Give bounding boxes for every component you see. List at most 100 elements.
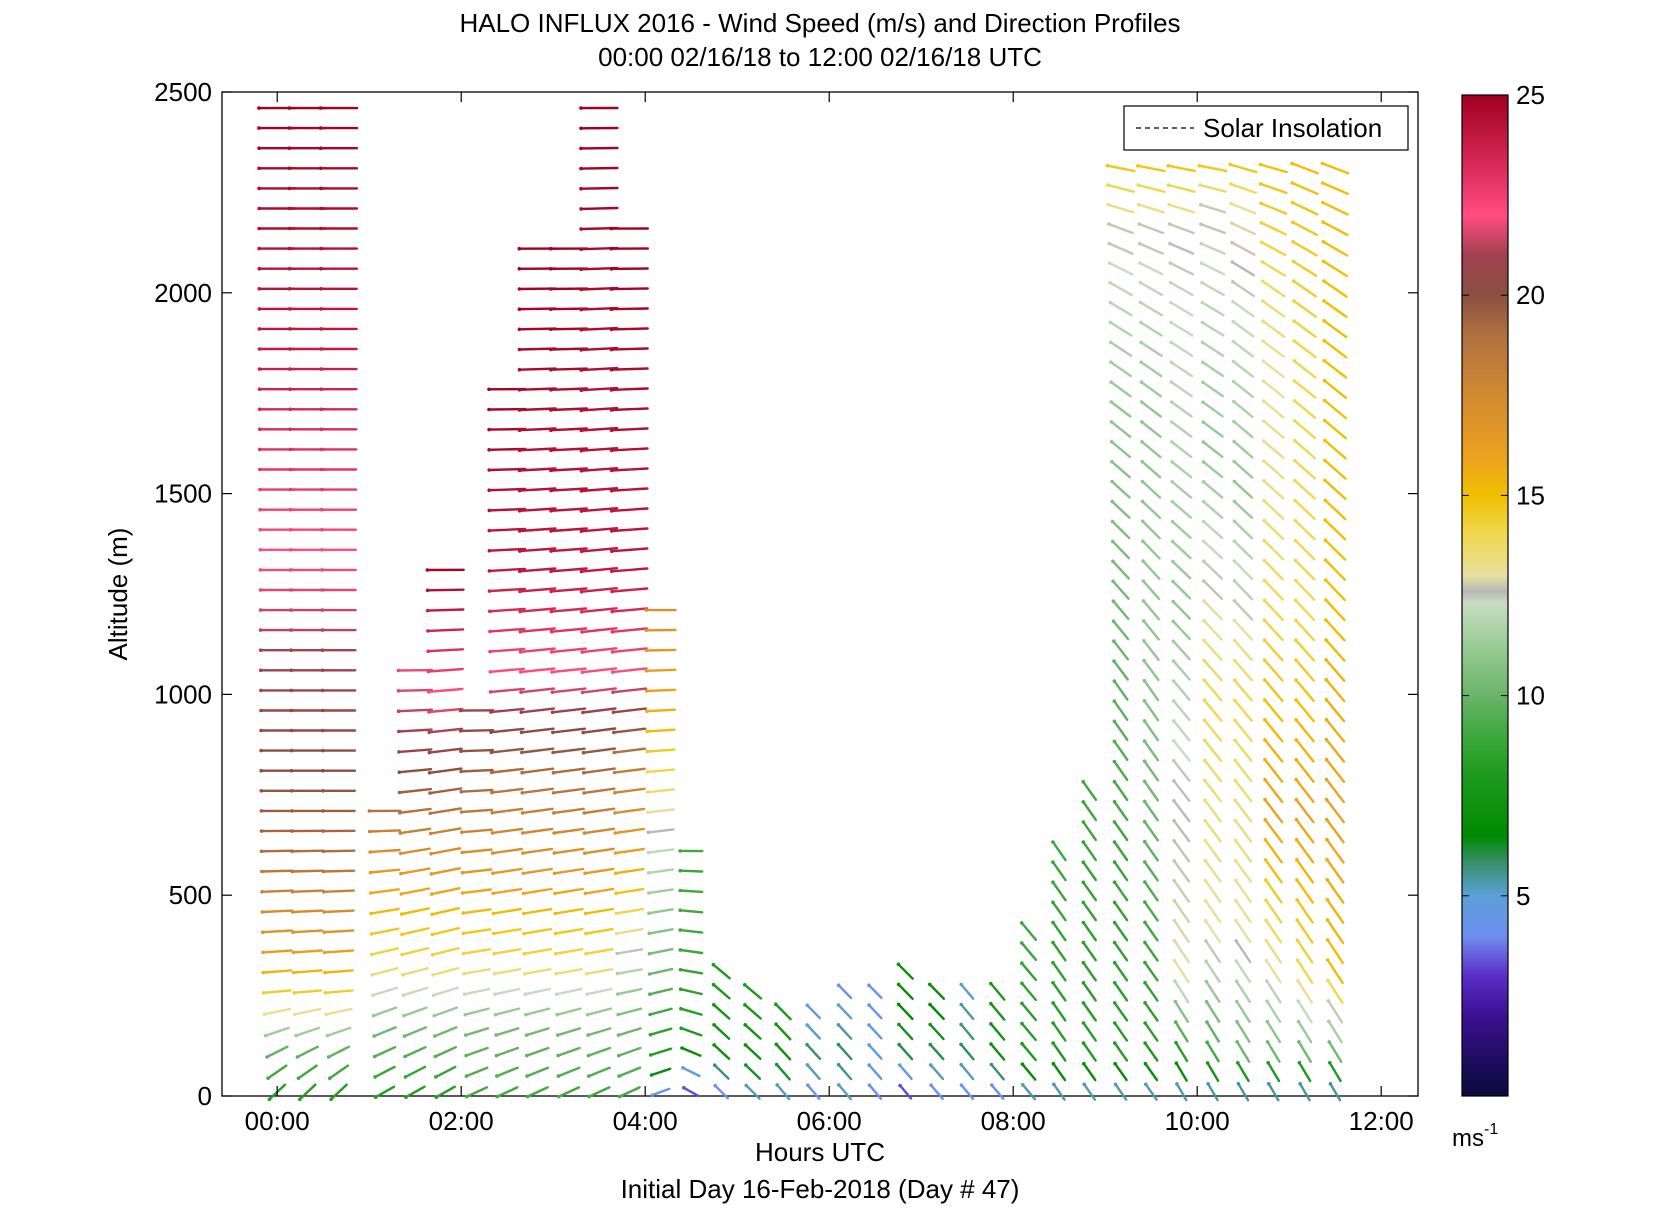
wind-vector bbox=[1113, 1062, 1128, 1082]
wind-vector bbox=[929, 1023, 945, 1041]
wind-vector bbox=[712, 983, 731, 1000]
wind-vector bbox=[430, 867, 461, 876]
wind-vector-head bbox=[1019, 921, 1024, 925]
wind-vector bbox=[1263, 718, 1284, 743]
wind-vector-head bbox=[1324, 658, 1328, 662]
wind-vector bbox=[431, 967, 460, 977]
wind-vector-head bbox=[1232, 599, 1237, 603]
wind-vector bbox=[806, 1063, 821, 1081]
wind-vector-head bbox=[1259, 221, 1264, 225]
wind-vector-head bbox=[288, 548, 293, 552]
wind-vector bbox=[582, 787, 616, 795]
wind-vector-head bbox=[524, 1012, 528, 1017]
wind-vector-head bbox=[1108, 320, 1113, 325]
wind-vector bbox=[679, 928, 704, 934]
wind-vector-head bbox=[897, 1022, 901, 1027]
wind-vector bbox=[1168, 242, 1195, 255]
wind-vector-head bbox=[293, 1012, 297, 1017]
wind-vector-head bbox=[326, 1055, 331, 1059]
wind-vector-head bbox=[430, 912, 434, 917]
wind-vector bbox=[262, 989, 292, 994]
wind-vector bbox=[617, 1066, 642, 1078]
wind-vector-head bbox=[1203, 858, 1208, 863]
wind-vector bbox=[1138, 222, 1165, 235]
wind-vector-head bbox=[644, 628, 649, 633]
wind-vector-head bbox=[258, 588, 263, 592]
wind-vector bbox=[579, 166, 619, 170]
plot-area bbox=[221, 91, 1419, 1097]
wind-vector bbox=[398, 768, 433, 774]
wind-vector-head bbox=[1292, 359, 1297, 363]
wind-vector bbox=[610, 447, 649, 452]
wind-vector-head bbox=[458, 708, 463, 713]
wind-vector bbox=[1294, 698, 1315, 723]
wind-vector-head bbox=[1200, 320, 1205, 325]
wind-vector bbox=[1143, 860, 1159, 882]
wind-vector bbox=[1233, 540, 1254, 560]
wind-vector-head bbox=[319, 206, 323, 211]
wind-vector bbox=[1202, 659, 1223, 682]
wind-vector bbox=[959, 1023, 975, 1041]
wind-vector bbox=[488, 547, 527, 552]
wind-vector bbox=[581, 667, 618, 674]
wind-vector-head bbox=[1291, 279, 1296, 283]
wind-vector bbox=[1322, 240, 1349, 257]
wind-vector bbox=[1261, 340, 1286, 358]
wind-vector-head bbox=[1263, 797, 1267, 802]
wind-vector bbox=[323, 949, 355, 954]
wind-vector-head bbox=[257, 287, 262, 291]
wind-vector-head bbox=[579, 328, 583, 332]
wind-vector bbox=[460, 808, 494, 814]
wind-vector bbox=[1229, 202, 1257, 215]
wind-vector-head bbox=[647, 911, 651, 915]
wind-vector bbox=[1296, 959, 1314, 984]
wind-vector-head bbox=[491, 871, 495, 875]
wind-vector-head bbox=[611, 690, 615, 694]
wind-vector bbox=[1206, 1082, 1219, 1102]
wind-vector-head bbox=[1203, 778, 1207, 783]
wind-vector-head bbox=[433, 1054, 438, 1059]
wind-vector-head bbox=[1081, 780, 1085, 784]
wind-vector-head bbox=[289, 728, 294, 733]
wind-vector-head bbox=[259, 688, 263, 693]
x-tick-label: 06:00 bbox=[797, 1106, 862, 1136]
wind-vector bbox=[1171, 600, 1192, 620]
wind-vector-head bbox=[1230, 260, 1235, 264]
wind-vector bbox=[1110, 400, 1132, 418]
wind-vector-head bbox=[711, 982, 716, 987]
wind-vector bbox=[1203, 759, 1223, 783]
wind-vector-head bbox=[1139, 340, 1143, 345]
wind-vector bbox=[368, 848, 401, 854]
wind-vector-layer bbox=[257, 106, 1350, 1102]
wind-vector bbox=[647, 868, 675, 874]
wind-vector bbox=[1113, 860, 1129, 882]
wind-vector bbox=[329, 1083, 348, 1101]
wind-vector-head bbox=[580, 670, 585, 674]
wind-vector bbox=[404, 1085, 426, 1099]
wind-vector-head bbox=[257, 106, 261, 110]
wind-vector-head bbox=[402, 1034, 407, 1038]
wind-vector-head bbox=[258, 568, 263, 572]
wind-vector-head bbox=[678, 967, 683, 972]
wind-vector bbox=[580, 507, 619, 513]
wind-vector-head bbox=[520, 811, 525, 815]
wind-vector-head bbox=[522, 972, 527, 976]
wind-vector bbox=[806, 1004, 821, 1020]
wind-vector-head bbox=[487, 468, 492, 472]
wind-vector bbox=[679, 869, 704, 873]
wind-vector bbox=[775, 1043, 792, 1061]
wind-vector-head bbox=[551, 770, 556, 775]
wind-vector-head bbox=[1142, 699, 1147, 703]
wind-vector-head bbox=[1234, 959, 1239, 963]
wind-vector-head bbox=[1325, 857, 1329, 862]
wind-vector-head bbox=[320, 608, 325, 612]
wind-vector bbox=[427, 687, 464, 693]
wind-vector bbox=[610, 567, 649, 573]
wind-vector-head bbox=[678, 888, 682, 893]
wind-vector bbox=[1141, 559, 1161, 580]
wind-vector-head bbox=[1291, 240, 1295, 244]
wind-vector-head bbox=[579, 428, 584, 433]
wind-vector bbox=[650, 1067, 672, 1077]
wind-vector bbox=[1174, 1000, 1190, 1023]
wind-vector-head bbox=[614, 931, 619, 936]
